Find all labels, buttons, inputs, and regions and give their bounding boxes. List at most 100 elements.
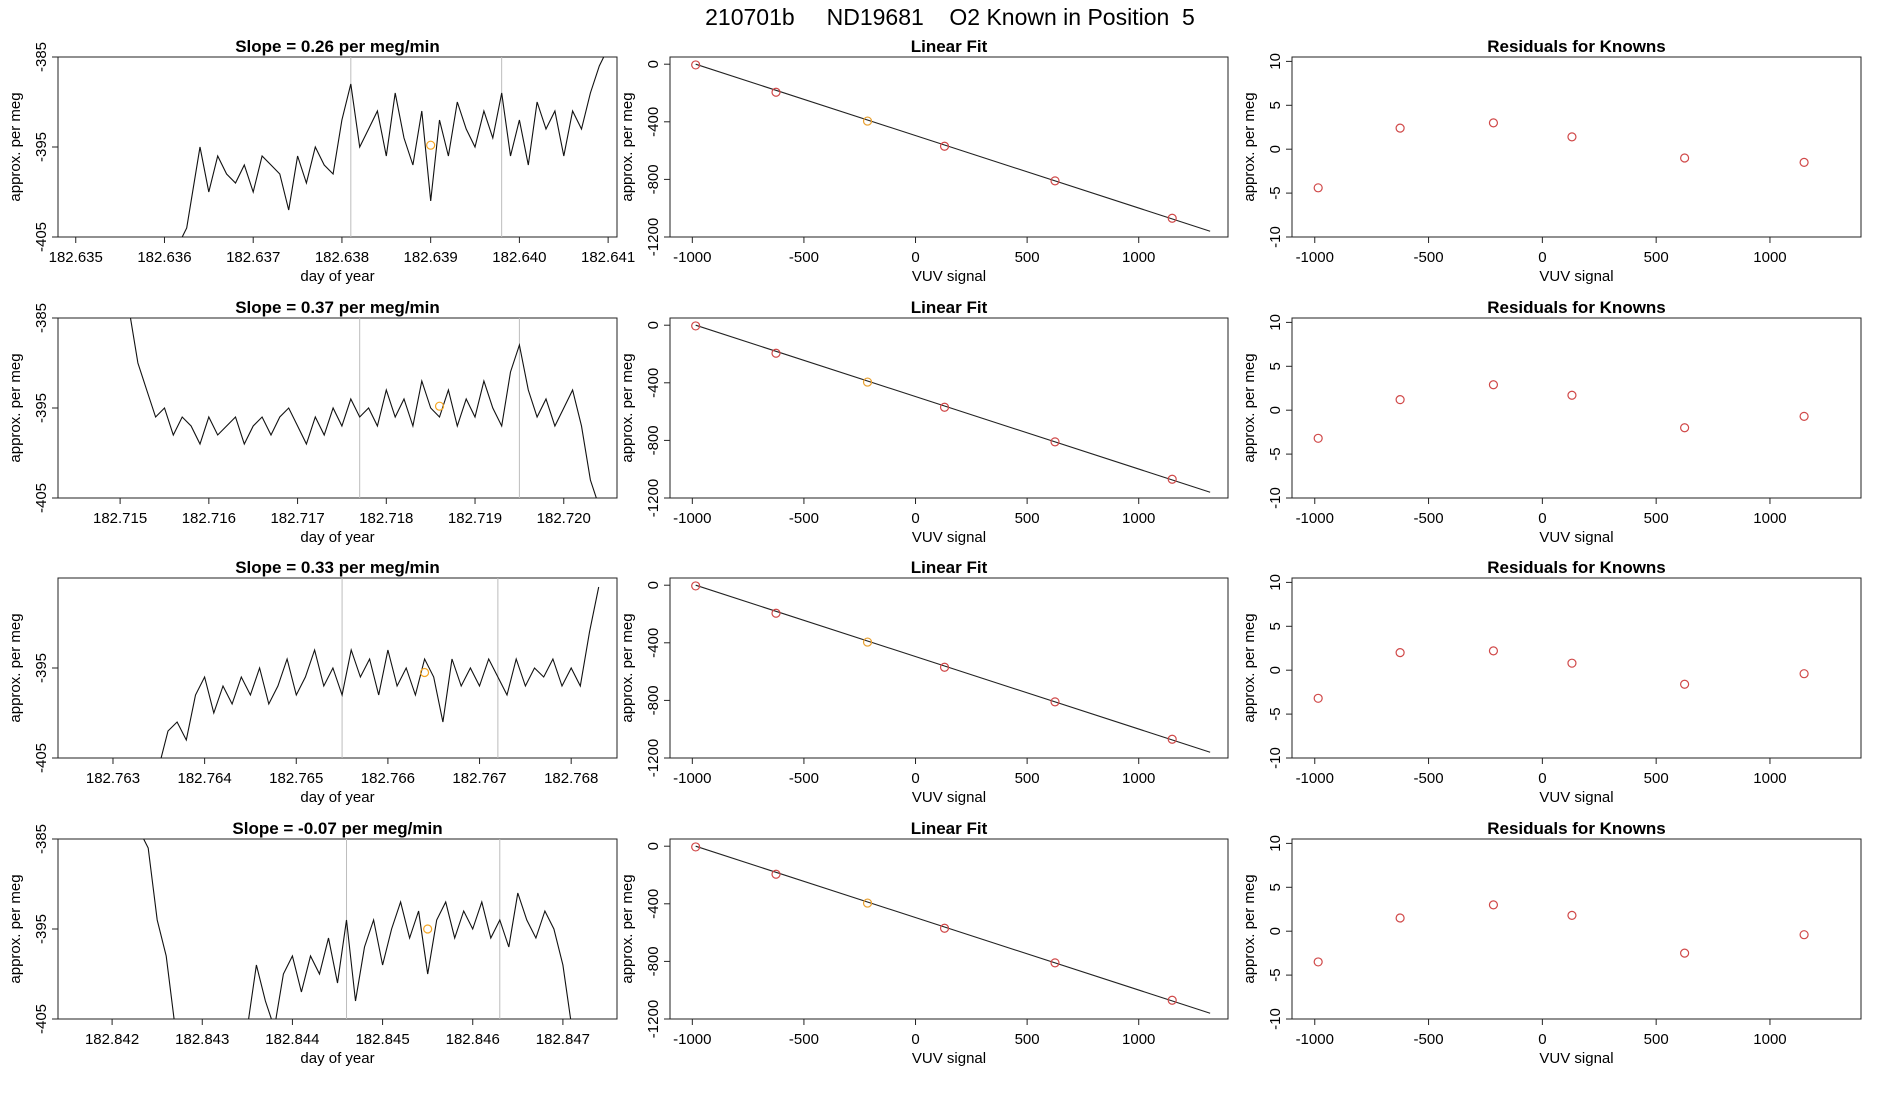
y-tick-label: -800	[645, 946, 662, 976]
x-tick-label: 182.764	[178, 770, 232, 787]
known-point	[1050, 697, 1060, 707]
x-tick-label: 0	[1538, 1031, 1546, 1048]
residual-point	[1567, 132, 1577, 142]
residual-point	[1488, 900, 1499, 910]
known-point	[862, 377, 873, 387]
signal-line	[160, 586, 600, 758]
x-tick-label: -1000	[1296, 510, 1334, 527]
x-tick-label: 182.638	[315, 249, 369, 266]
y-tick-label: -400	[645, 889, 662, 919]
panel-title: Residuals for Knowns	[1487, 298, 1666, 317]
x-tick-label: 182.637	[226, 249, 280, 266]
x-tick-label: 182.718	[359, 510, 413, 527]
panel-title: Linear Fit	[911, 558, 988, 577]
known-point	[1167, 995, 1177, 1005]
plot-frame	[57, 838, 618, 1020]
x-tick-label: 182.767	[452, 770, 506, 787]
y-tick-label: -385	[33, 42, 50, 72]
x-axis-label: VUV signal	[912, 529, 986, 546]
residual-point	[1395, 123, 1405, 133]
residual-point	[1680, 679, 1690, 689]
panel-fit-row-3: Linear Fit -1000 -500 0 500 1000 VUV signal 0 -4…	[619, 558, 1229, 806]
y-tick-label: 5	[1267, 101, 1284, 109]
panel-resid-row-2: Residuals for Knowns -1000 -500 0 500 1000 VUV…	[1241, 298, 1862, 546]
residual-point	[1680, 423, 1690, 433]
panel-title: Linear Fit	[911, 37, 988, 56]
x-tick-label: 1000	[1122, 770, 1155, 787]
panel-fit-row-2: Linear Fit -1000 -500 0 500 1000 VUV signal 0 -4…	[619, 298, 1229, 546]
y-tick-label: -10	[1267, 1008, 1284, 1030]
panel-title: Slope = 0.37 per meg/min	[235, 298, 440, 317]
y-tick-label: 0	[1267, 666, 1284, 674]
x-tick-label: 1000	[1753, 249, 1786, 266]
residual-point	[1313, 183, 1323, 193]
y-tick-label: -385	[33, 824, 50, 854]
y-tick-label: -405	[33, 483, 50, 513]
x-tick-label: 500	[1644, 510, 1669, 527]
y-tick-label: -800	[645, 164, 662, 194]
known-point	[939, 141, 950, 151]
y-tick-label: -400	[645, 368, 662, 398]
residual-point	[1680, 153, 1690, 163]
x-tick-label: 500	[1644, 249, 1669, 266]
y-axis-label: approx. per meg	[1241, 613, 1258, 722]
y-tick-label: -1200	[645, 1000, 662, 1038]
panel-fit-row-4: Linear Fit -1000 -500 0 500 1000 VUV signal 0 -4…	[619, 819, 1229, 1067]
x-tick-label: -1000	[673, 770, 711, 787]
x-tick-label: 0	[911, 1031, 919, 1048]
fit-line	[695, 324, 1211, 493]
residual-point	[1488, 380, 1499, 390]
panel-title: Linear Fit	[911, 819, 988, 838]
y-tick-label: 0	[1267, 927, 1284, 935]
known-point	[771, 608, 781, 618]
x-axis-label: VUV signal	[912, 268, 986, 285]
x-tick-label: 182.768	[544, 770, 598, 787]
y-tick-label: -10	[1267, 487, 1284, 509]
y-tick-label: -395	[33, 914, 50, 944]
plot-frame	[1291, 317, 1862, 499]
x-tick-label: 182.717	[270, 510, 324, 527]
known-point	[691, 842, 701, 852]
x-tick-label: -500	[789, 1031, 819, 1048]
x-axis-label: VUV signal	[1539, 268, 1613, 285]
y-tick-label: 10	[1267, 314, 1284, 331]
plot-frame	[669, 56, 1229, 238]
x-tick-label: 1000	[1122, 510, 1155, 527]
y-tick-label: -800	[645, 425, 662, 455]
panel-time-row-4: Slope = -0.07 per meg/min 182.842 182.843 1…	[7, 819, 618, 1067]
known-point	[771, 87, 781, 97]
x-tick-label: 182.635	[49, 249, 103, 266]
x-tick-label: -500	[1414, 1031, 1444, 1048]
residual-point	[1488, 646, 1499, 656]
x-tick-label: 1000	[1753, 1031, 1786, 1048]
x-tick-label: 0	[911, 249, 919, 266]
signal-line	[143, 839, 175, 1019]
x-tick-label: 182.765	[269, 770, 323, 787]
x-tick-label: 500	[1644, 770, 1669, 787]
residual-point	[1799, 930, 1809, 940]
y-tick-label: -10	[1267, 747, 1284, 769]
residual-point	[1567, 910, 1577, 920]
x-tick-label: 182.847	[536, 1031, 590, 1048]
signal-line	[181, 57, 605, 237]
known-point	[771, 869, 781, 879]
known-point	[939, 402, 950, 412]
y-tick-label: -5	[1267, 968, 1284, 981]
known-point	[1167, 474, 1177, 484]
y-axis-label: approx. per meg	[619, 613, 636, 722]
residual-point	[1313, 957, 1323, 967]
x-tick-label: 0	[911, 510, 919, 527]
y-tick-label: -1200	[645, 739, 662, 777]
x-tick-label: 182.716	[182, 510, 236, 527]
x-axis-label: day of year	[300, 789, 374, 806]
y-tick-label: -385	[33, 303, 50, 333]
x-tick-label: -1000	[1296, 770, 1334, 787]
plot-frame	[1291, 56, 1862, 238]
x-axis-label: VUV signal	[912, 789, 986, 806]
x-tick-label: 182.719	[448, 510, 502, 527]
x-tick-label: -500	[789, 249, 819, 266]
x-axis-label: day of year	[300, 268, 374, 285]
plot-frame	[1291, 577, 1862, 759]
y-axis-label: approx. per meg	[1241, 92, 1258, 201]
